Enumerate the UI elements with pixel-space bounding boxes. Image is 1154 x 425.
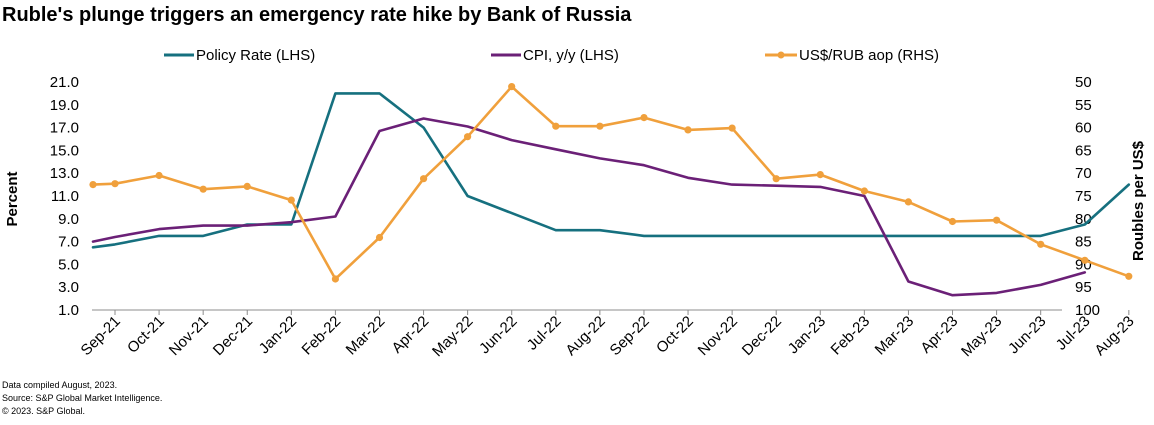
y-tick-left: 13.0 bbox=[50, 165, 79, 182]
data-point-usdrub bbox=[287, 196, 295, 204]
series-layer bbox=[89, 83, 1133, 297]
y-tick-left: 5.0 bbox=[58, 256, 79, 273]
y-tick-right: 60 bbox=[1075, 120, 1092, 137]
y-tick-right: 65 bbox=[1075, 142, 1092, 159]
legend-label-policy-rate: Policy Rate (LHS) bbox=[196, 47, 315, 64]
y-tick-right: 85 bbox=[1075, 234, 1092, 251]
data-point-usdrub bbox=[464, 133, 472, 141]
x-tick-label: Oct-22 bbox=[653, 313, 697, 357]
x-tick-label: Jul-23 bbox=[1053, 313, 1094, 354]
footnote-source: Source: S&P Global Market Intelligence. bbox=[2, 393, 162, 403]
y-tick-left: 3.0 bbox=[58, 279, 79, 296]
y-tick-left: 17.0 bbox=[50, 120, 79, 137]
y-tick-left: 21.0 bbox=[50, 74, 79, 91]
x-tick-label: Feb-23 bbox=[828, 313, 874, 359]
data-point-usdrub bbox=[816, 171, 824, 179]
data-point-usdrub bbox=[420, 175, 428, 183]
y-axis-left-title: Percent bbox=[4, 171, 21, 226]
x-tick-label: Aug-23 bbox=[1091, 313, 1137, 359]
legend-label-cpi: CPI, y/y (LHS) bbox=[523, 47, 619, 64]
x-tick-label: Apr-23 bbox=[917, 313, 961, 357]
x-tick-label: Jun-23 bbox=[1005, 313, 1049, 357]
x-tick-label: Sep-21 bbox=[78, 313, 124, 359]
data-point-usdrub bbox=[111, 180, 119, 188]
data-point-usdrub bbox=[1125, 272, 1133, 280]
x-tick-label: Mar-23 bbox=[872, 313, 918, 359]
x-tick-label: Jan-22 bbox=[256, 313, 300, 357]
data-point-usdrub bbox=[552, 122, 560, 130]
legend-marker-usdrub bbox=[777, 51, 785, 59]
legend-item-usdrub: US$/RUB aop (RHS) bbox=[765, 47, 939, 64]
data-point-usdrub bbox=[155, 171, 163, 180]
legend-label-usdrub: US$/RUB aop (RHS) bbox=[799, 47, 939, 64]
x-tick-label: Apr-22 bbox=[389, 313, 433, 357]
data-point-usdrub bbox=[331, 275, 339, 283]
y-axis-left-ticks: 21.0 19.0 17.0 15.0 13.0 11.0 9.0 7.0 5.0 3.0 1.0 bbox=[50, 74, 79, 319]
y-tick-right: 95 bbox=[1075, 279, 1092, 296]
y-tick-right: 70 bbox=[1075, 165, 1092, 182]
y-tick-right: 55 bbox=[1075, 97, 1092, 114]
data-point-usdrub bbox=[375, 233, 384, 242]
x-tick-label: Dec-22 bbox=[739, 313, 785, 359]
data-point-usdrub bbox=[508, 83, 516, 91]
legend-item-cpi: CPI, y/y (LHS) bbox=[491, 47, 619, 64]
data-point-usdrub bbox=[772, 175, 780, 183]
legend: Policy Rate (LHS) CPI, y/y (LHS) US$/RUB… bbox=[164, 47, 939, 64]
x-tick-label: Sep-22 bbox=[607, 313, 653, 359]
x-tick-label: Aug-22 bbox=[562, 313, 608, 359]
data-point-usdrub bbox=[728, 124, 736, 132]
data-point-usdrub bbox=[199, 185, 207, 193]
series-line-cpi bbox=[91, 117, 1087, 297]
data-point-usdrub bbox=[243, 182, 251, 190]
y-tick-right: 75 bbox=[1075, 188, 1092, 205]
x-tick-label: Feb-22 bbox=[299, 313, 345, 359]
x-tick-label: Mar-22 bbox=[343, 313, 389, 359]
y-tick-right: 100 bbox=[1075, 302, 1100, 319]
y-tick-left: 7.0 bbox=[58, 234, 79, 251]
y-tick-right: 50 bbox=[1075, 74, 1092, 91]
legend-item-policy-rate: Policy Rate (LHS) bbox=[164, 47, 315, 64]
y-axis-right-title: Roubles per US$ bbox=[1130, 140, 1147, 261]
x-tick-label: Jun-22 bbox=[476, 313, 520, 357]
data-point-usdrub bbox=[640, 114, 648, 122]
y-tick-left: 15.0 bbox=[50, 142, 79, 159]
footnotes: Data compiled August, 2023. Source: S&P … bbox=[2, 380, 162, 416]
x-tick-label: Oct-21 bbox=[124, 313, 168, 357]
data-point-usdrub bbox=[1081, 256, 1089, 264]
y-tick-left: 9.0 bbox=[58, 211, 79, 228]
data-point-usdrub bbox=[89, 181, 97, 189]
data-point-usdrub bbox=[948, 217, 957, 226]
data-point-usdrub bbox=[993, 216, 1001, 224]
footnote-date: Data compiled August, 2023. bbox=[2, 380, 117, 390]
data-point-usdrub bbox=[904, 198, 913, 206]
x-tick-label: May-23 bbox=[958, 313, 1005, 360]
y-tick-left: 1.0 bbox=[58, 302, 79, 319]
data-point-usdrub bbox=[1037, 240, 1045, 248]
y-tick-left: 19.0 bbox=[50, 97, 79, 114]
x-tick-label: Dec-21 bbox=[210, 313, 256, 359]
x-tick-label: May-22 bbox=[429, 313, 476, 360]
x-tick-label: Jan-23 bbox=[785, 313, 829, 357]
chart-title: Ruble's plunge triggers an emergency rat… bbox=[2, 4, 632, 26]
data-point-usdrub bbox=[596, 122, 604, 130]
x-tick-label: Nov-22 bbox=[695, 313, 741, 359]
x-tick-label: Jul-22 bbox=[524, 313, 565, 354]
series-line-usdrub bbox=[91, 85, 1131, 281]
y-tick-left: 11.0 bbox=[51, 188, 79, 205]
x-tick-label: Nov-21 bbox=[166, 313, 212, 359]
data-point-usdrub bbox=[860, 187, 869, 195]
data-point-usdrub bbox=[684, 126, 692, 134]
footnote-copyright: © 2023. S&P Global. bbox=[2, 406, 85, 416]
